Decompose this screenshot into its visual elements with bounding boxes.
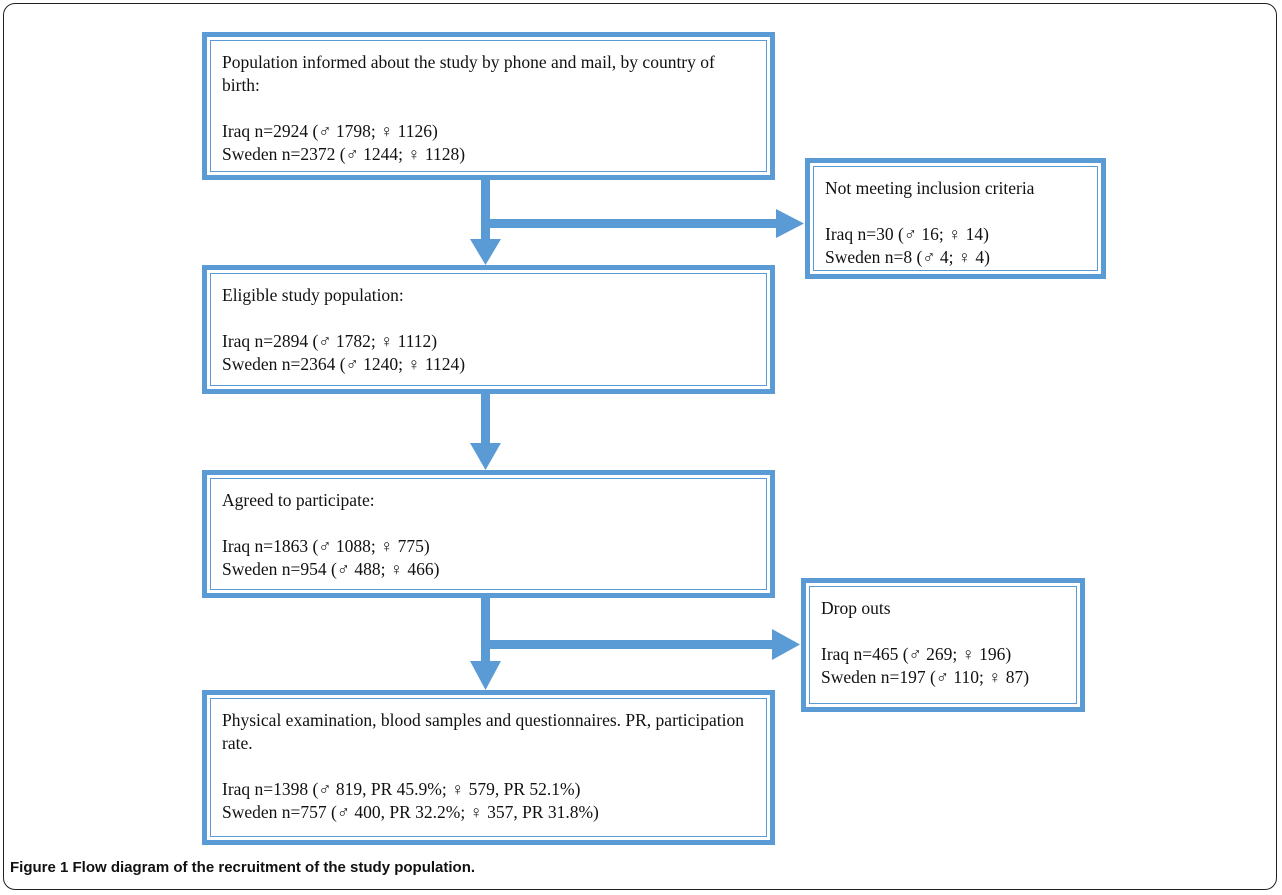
box-eligible: Eligible study population: Iraq n=2894 (… xyxy=(202,265,775,394)
box-examination-heading: Physical examination, blood samples and … xyxy=(222,710,744,753)
box-not-meeting-heading: Not meeting inclusion criteria xyxy=(825,178,1035,198)
arrow-shaft-to-dropouts xyxy=(485,640,774,649)
box-informed-iraq: Iraq n=2924 (♂ 1798; ♀ 1126) xyxy=(222,121,438,141)
box-agreed: Agreed to participate: Iraq n=1863 (♂ 10… xyxy=(202,470,775,598)
arrow-shaft-eligible-to-agreed xyxy=(481,393,490,443)
arrowhead-eligible xyxy=(470,239,501,265)
box-eligible-sweden: Sweden n=2364 (♂ 1240; ♀ 1124) xyxy=(222,354,466,374)
box-agreed-sweden: Sweden n=954 (♂ 488; ♀ 466) xyxy=(222,559,440,579)
arrow-shaft-informed-to-eligible xyxy=(481,179,490,239)
box-eligible-heading: Eligible study population: xyxy=(222,285,404,305)
box-agreed-iraq: Iraq n=1863 (♂ 1088; ♀ 775) xyxy=(222,536,430,556)
arrowhead-examination xyxy=(470,661,501,690)
arrow-shaft-to-not-meeting xyxy=(485,219,778,228)
box-eligible-iraq: Iraq n=2894 (♂ 1782; ♀ 1112) xyxy=(222,331,438,351)
box-dropouts-iraq: Iraq n=465 (♂ 269; ♀ 196) xyxy=(821,644,1012,664)
box-not-meeting-iraq: Iraq n=30 (♂ 16; ♀ 14) xyxy=(825,224,989,244)
box-not-meeting: Not meeting inclusion criteria Iraq n=30… xyxy=(805,158,1106,279)
box-dropouts: Drop outs Iraq n=465 (♂ 269; ♀ 196) Swed… xyxy=(801,578,1085,712)
box-agreed-heading: Agreed to participate: xyxy=(222,490,375,510)
box-examination: Physical examination, blood samples and … xyxy=(202,690,775,845)
arrowhead-not-meeting xyxy=(776,209,804,238)
box-dropouts-heading: Drop outs xyxy=(821,598,891,618)
box-examination-sweden: Sweden n=757 (♂ 400, PR 32.2%; ♀ 357, PR… xyxy=(222,802,599,822)
box-not-meeting-sweden: Sweden n=8 (♂ 4; ♀ 4) xyxy=(825,247,990,267)
arrowhead-dropouts xyxy=(772,629,800,660)
figure-caption: Figure 1 Flow diagram of the recruitment… xyxy=(10,859,476,876)
box-dropouts-sweden: Sweden n=197 (♂ 110; ♀ 87) xyxy=(821,667,1030,687)
arrowhead-agreed xyxy=(470,443,501,470)
box-informed-heading: Population informed about the study by p… xyxy=(222,52,715,95)
box-informed: Population informed about the study by p… xyxy=(202,32,775,180)
box-examination-iraq: Iraq n=1398 (♂ 819, PR 45.9%; ♀ 579, PR … xyxy=(222,779,581,799)
figure-frame xyxy=(3,3,1277,890)
arrow-shaft-agreed-to-examination xyxy=(481,597,490,661)
box-informed-sweden: Sweden n=2372 (♂ 1244; ♀ 1128) xyxy=(222,144,466,164)
